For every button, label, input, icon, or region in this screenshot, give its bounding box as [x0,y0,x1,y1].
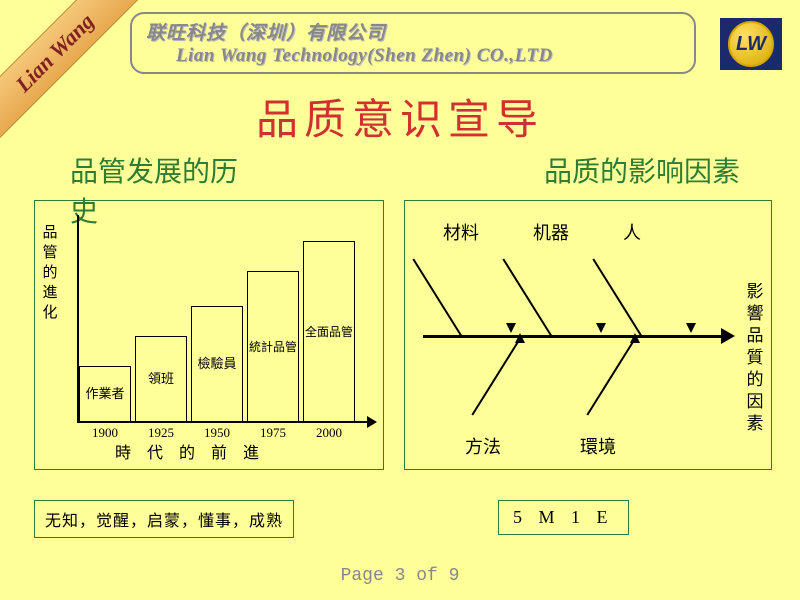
fishbone-bone [586,336,636,415]
chart-ylabel: 品管的進化 [41,223,59,323]
chart-bar: 作業者 [79,366,131,421]
chart-bar: 統計品管 [247,271,299,421]
fishbone-bone-arrow-icon [596,323,606,333]
fishbone-bone [412,258,462,337]
fishbone-cause-bottom: 方法 [465,433,501,459]
chart-bar: 領班 [135,336,187,421]
fishbone-inner: 影響品質的因素 材料 机器 人方法 環境 [405,201,771,469]
logo-badge: LW [720,18,782,70]
fishbone-cause-bottom: 環境 [580,433,616,459]
company-name-en: Lian Wang Technology(Shen Zhen) CO.,LTD [176,45,680,67]
history-chart-box: 品管的進化 作業者領班檢驗員統計品管全面品管 19001925195019752… [34,200,384,470]
chart-x-arrow-icon [367,416,377,428]
fishbone-box: 影響品質的因素 材料 机器 人方法 環境 [404,200,772,470]
fishbone-cause-top: 人 [623,219,641,245]
chart-xlabel: 時 代 的 前 進 [115,439,265,463]
chart-bar: 全面品管 [303,241,355,421]
fishbone-bone-arrow-icon [630,333,640,343]
fishbone-arrow-icon [721,328,735,344]
fishbone-cause-top: 机器 [533,219,569,245]
slide-title: 品质意识宣导 [0,86,800,147]
fishbone-cause-top: 材料 [443,219,479,245]
left-heading-line1: 品管发展的历 [70,150,238,190]
stages-box: 无知，觉醒，启蒙，懂事，成熟 [34,500,294,538]
fishbone-result: 影響品質的因素 [745,281,765,435]
chart-tick: 2000 [316,425,342,441]
fishbone-bone-arrow-icon [506,323,516,333]
company-name-cn: 联旺科技（深圳）有限公司 [146,18,680,45]
chart-bar: 檢驗員 [191,306,243,421]
fishbone-bone [471,336,521,415]
chart-x-axis [77,421,369,423]
right-heading: 品质的影响因素 [544,150,740,190]
header-title-box: 联旺科技（深圳）有限公司 Lian Wang Technology(Shen Z… [130,12,696,74]
logo-text: LW [728,21,774,67]
page-number: Page 3 of 9 [0,566,800,586]
fishbone-bone-arrow-icon [686,323,696,333]
5m1e-box: 5 M 1 E [498,500,629,535]
chart-bars: 作業者領班檢驗員統計品管全面品管 [79,215,363,421]
fishbone-spine [423,335,723,338]
fishbone-bone-arrow-icon [515,333,525,343]
